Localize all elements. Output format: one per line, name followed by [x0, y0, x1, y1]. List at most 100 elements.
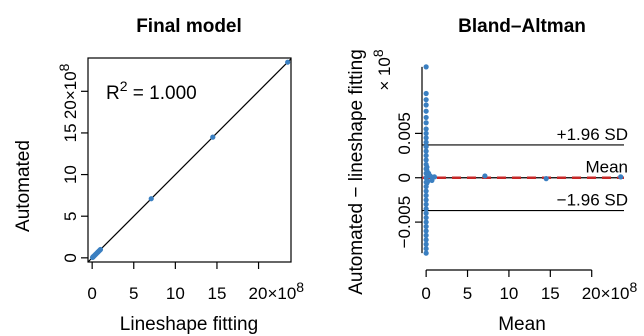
data-point — [423, 201, 429, 207]
y-ticks-final-model: 0 5 10 15 20×108 — [56, 63, 88, 263]
x-tick-label-0-text: 0 — [87, 284, 96, 303]
ba-x-tick-label-2: 10 — [499, 284, 518, 303]
data-point — [423, 192, 429, 199]
data-point — [423, 126, 429, 132]
x-tick-label-4-text: 20×10 — [249, 284, 297, 303]
data-point — [424, 164, 430, 170]
data-point — [285, 59, 291, 65]
data-point — [423, 223, 429, 230]
y-ticks-bland-altman: −0.005 0 0.005 — [395, 66, 423, 254]
y-tick-label-1: 5 — [61, 211, 80, 220]
y-axis-label-bland-altman: Automated − lineshape fitting — [346, 49, 367, 295]
data-point — [423, 114, 429, 121]
data-point — [618, 174, 624, 180]
reference-lines: +1.96 SD Mean −1.96 SD — [422, 125, 628, 212]
data-point — [423, 135, 429, 141]
y-axis-label-final-model: Automated — [13, 140, 34, 232]
chart-title-final-model: Final model — [136, 16, 242, 37]
x-tick-label-0: 0 — [87, 284, 96, 303]
x-axis-label-bland-altman: Mean — [498, 314, 546, 335]
x-tick-label-4: 20×108 — [249, 279, 305, 303]
y-tick-label-2-text: 10 — [61, 165, 80, 184]
y-tick-label-0: 0 — [61, 253, 80, 262]
data-point — [427, 173, 433, 179]
ba-x-tick-label-1: 5 — [463, 284, 472, 303]
data-point — [423, 246, 429, 252]
data-point — [423, 152, 429, 159]
data-point — [543, 176, 549, 182]
x-tick-label-3-text: 15 — [207, 284, 226, 303]
y-tick-label-0-text: 0 — [61, 253, 80, 262]
data-point — [423, 197, 429, 203]
ba-x-tick-label-4-text: 20×10 — [582, 284, 630, 303]
y-tick-label-4-text: 20×10 — [61, 71, 80, 119]
data-point — [423, 97, 429, 103]
ba-x-tick-label-4: 20×108 — [582, 279, 638, 303]
data-point — [423, 148, 429, 154]
ba-x-tick-label-3: 15 — [541, 284, 560, 303]
data-point — [423, 90, 429, 97]
data-point — [210, 134, 216, 140]
data-point — [423, 130, 429, 136]
x-tick-label-2-text: 10 — [166, 284, 185, 303]
upper-limit-label: +1.96 SD — [557, 125, 628, 144]
y-tick-label-3: 15 — [61, 123, 80, 142]
y-tick-label-3-text: 15 — [61, 123, 80, 142]
points-bland-altman — [423, 64, 624, 256]
y-tick-label-4-exponent: 8 — [56, 63, 72, 71]
r-squared-exponent: 2 — [120, 78, 128, 94]
ba-y-tick-label-0: −0.005 — [395, 196, 414, 248]
y-multiplier-exponent: 8 — [370, 49, 386, 57]
x-ticks-final-model: 0 5 10 15 20×108 — [87, 262, 304, 303]
data-point — [423, 210, 429, 216]
r-squared-annotation: R2 = 1.000 — [106, 78, 197, 104]
y-tick-label-2: 10 — [61, 165, 80, 184]
x-ticks-bland-altman: 0 5 10 15 20×108 — [421, 269, 638, 303]
x-tick-label-2: 10 — [166, 284, 185, 303]
data-point — [423, 120, 429, 126]
ba-y-tick-label-0-text: −0.005 — [395, 196, 414, 248]
ba-x-tick-label-4-exponent: 8 — [629, 279, 637, 295]
data-point — [423, 228, 429, 234]
ba-x-tick-label-0-text: 0 — [421, 284, 430, 303]
data-point — [423, 188, 429, 194]
data-point — [423, 232, 429, 238]
data-point — [431, 174, 438, 180]
data-point — [97, 246, 104, 253]
mean-label: Mean — [585, 158, 628, 177]
x-axis-label-final-model: Lineshape fitting — [120, 314, 258, 335]
ba-x-tick-label-1-text: 5 — [463, 284, 472, 303]
ba-y-tick-label-1: 0 — [395, 173, 414, 182]
x-tick-label-4-exponent: 8 — [296, 279, 304, 295]
ba-x-tick-label-2-text: 10 — [499, 284, 518, 303]
data-point — [423, 157, 429, 163]
data-point — [423, 144, 429, 150]
data-point — [423, 241, 429, 247]
data-point — [148, 196, 154, 202]
ba-y-tick-label-2: 0.005 — [395, 112, 414, 155]
y-tick-label-4: 20×108 — [56, 63, 80, 119]
r-squared-value: = 1.000 — [128, 83, 197, 104]
data-point — [425, 178, 431, 184]
lower-limit-label: −1.96 SD — [557, 191, 628, 210]
r-squared-base: R — [106, 83, 120, 104]
data-point — [423, 250, 429, 256]
data-point — [482, 173, 488, 179]
y-multiplier-label: × 108 — [370, 49, 394, 91]
ba-x-tick-label-0: 0 — [421, 284, 430, 303]
identity-line — [87, 58, 292, 263]
data-point — [423, 237, 429, 243]
data-point — [423, 139, 429, 145]
data-point — [423, 102, 429, 108]
y-tick-label-1-text: 5 — [61, 211, 80, 220]
data-point — [423, 64, 429, 70]
chart-title-bland-altman: Bland–Altman — [458, 16, 586, 37]
points-final-model — [89, 59, 291, 261]
ba-x-tick-label-3-text: 15 — [541, 284, 560, 303]
data-point — [423, 206, 429, 212]
x-tick-label-1: 5 — [129, 284, 138, 303]
data-point — [423, 108, 429, 114]
plot-frame-final-model — [87, 57, 292, 263]
ba-y-tick-label-1-text: 0 — [395, 173, 414, 182]
